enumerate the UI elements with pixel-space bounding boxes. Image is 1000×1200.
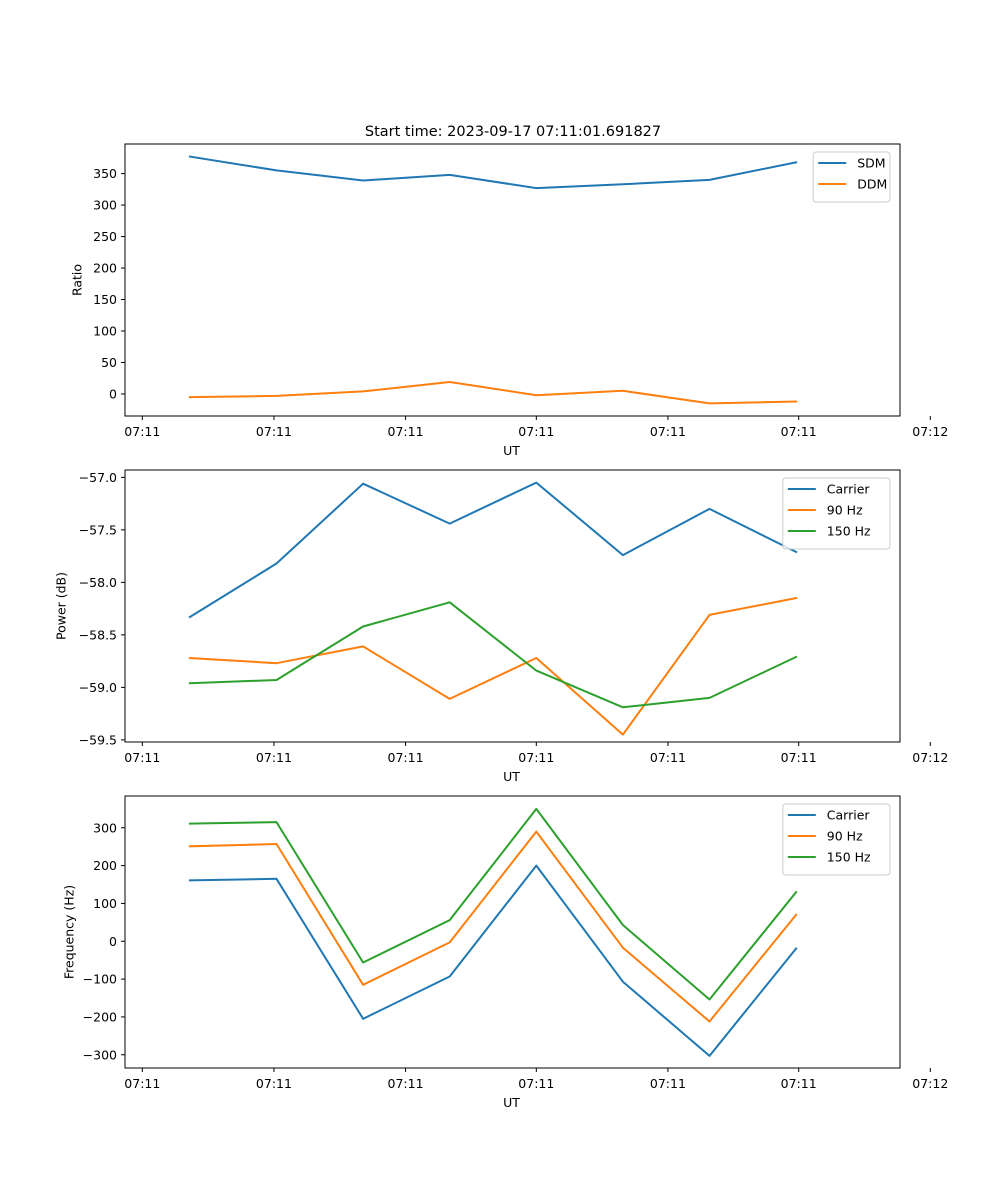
frequency-series-line-carrier xyxy=(188,864,798,1057)
ratio-axes-frame xyxy=(124,143,901,417)
power-y-tick-label: −58.0 xyxy=(79,575,117,590)
frequency-x-tick-label: 07:12 xyxy=(912,1076,948,1091)
power-y-tick-label: −59.0 xyxy=(79,680,117,695)
power-y-tick-label: −58.5 xyxy=(79,627,117,642)
ratio-x-tick-label: 07:12 xyxy=(912,424,948,439)
ratio-legend-frame xyxy=(812,151,891,203)
power-series-line-carrier xyxy=(188,481,798,619)
chart-frequency: 07:11 07:11 07:11 07:11 07:11 07:11 07:12 300 20… xyxy=(61,795,948,1110)
ratio-series-group xyxy=(188,155,798,405)
frequency-axes-frame xyxy=(124,795,901,1069)
frequency-y-tick-label: −100 xyxy=(83,972,117,987)
power-x-tick-label: 07:11 xyxy=(781,750,817,765)
ratio-legend-label: DDM xyxy=(857,177,887,192)
power-series-group xyxy=(188,481,798,736)
power-series-line-150-hz xyxy=(188,601,798,709)
frequency-legend-label: 90 Hz xyxy=(827,829,863,844)
frequency-y-tick-label: 300 xyxy=(93,820,117,835)
frequency-legend-label: Carrier xyxy=(827,808,871,823)
frequency-x-tick-label: 07:11 xyxy=(388,1076,424,1091)
power-legend-label: 90 Hz xyxy=(827,503,863,518)
ratio-legend-label: SDM xyxy=(857,156,885,171)
ratio-series-line-ddm xyxy=(188,381,798,405)
ratio-x-tick-label: 07:11 xyxy=(256,424,292,439)
frequency-y-tick-label: 100 xyxy=(93,896,117,911)
ratio-y-tick-label: 200 xyxy=(93,261,117,276)
chart-power: 07:11 07:11 07:11 07:11 07:11 07:11 07:12 −57.0… xyxy=(54,469,948,784)
power-x-tick-label: 07:11 xyxy=(650,750,686,765)
figure-title: Start time: 2023-09-17 07:11:01.691827 xyxy=(365,124,661,140)
ratio-series-line-sdm xyxy=(188,155,798,190)
ratio-x-tick-label: 07:11 xyxy=(124,424,160,439)
power-y-axis-label: Power (dB) xyxy=(54,572,69,640)
power-x-tick-label: 07:11 xyxy=(518,750,554,765)
power-y-tick-label: −57.5 xyxy=(79,522,117,537)
frequency-y-tick-label: −200 xyxy=(83,1009,117,1024)
frequency-y-axis-label: Frequency (Hz) xyxy=(61,885,76,979)
frequency-x-tick-label: 07:11 xyxy=(518,1076,554,1091)
power-y-tick-label: −59.5 xyxy=(79,732,117,747)
power-legend-label: 150 Hz xyxy=(827,524,871,539)
ratio-x-tick-label: 07:11 xyxy=(650,424,686,439)
frequency-series-group xyxy=(188,807,798,1057)
ratio-x-tick-label: 07:11 xyxy=(518,424,554,439)
frequency-x-tick-label: 07:11 xyxy=(256,1076,292,1091)
power-x-tick-label: 07:11 xyxy=(388,750,424,765)
power-x-axis-label: UT xyxy=(503,769,520,784)
ratio-y-tick-label: 100 xyxy=(93,324,117,339)
chart-ratio: 07:11 07:11 07:11 07:11 07:11 07:11 07:12 0 50 10… xyxy=(69,143,948,458)
power-x-tick-label: 07:11 xyxy=(124,750,160,765)
frequency-series-line-150-hz xyxy=(188,807,798,1001)
ratio-x-tick-label: 07:11 xyxy=(781,424,817,439)
frequency-x-tick-label: 07:11 xyxy=(124,1076,160,1091)
ratio-y-tick-label: 350 xyxy=(93,166,117,181)
power-x-tick-label: 07:11 xyxy=(256,750,292,765)
power-axes-frame xyxy=(124,469,901,743)
ratio-y-tick-label: 250 xyxy=(93,229,117,244)
panels: 07:11 07:11 07:11 07:11 07:11 07:11 07:12 0 50 10… xyxy=(54,143,948,1110)
ratio-x-axis-label: UT xyxy=(503,443,520,458)
power-legend-label: Carrier xyxy=(827,482,871,497)
frequency-legend: Carrier 90 Hz 150 Hz xyxy=(782,803,891,876)
power-legend: Carrier 90 Hz 150 Hz xyxy=(782,477,891,550)
power-x-tick-label: 07:12 xyxy=(912,750,948,765)
ratio-y-tick-label: 300 xyxy=(93,198,117,213)
frequency-series-line-90-hz xyxy=(188,830,798,1023)
ratio-y-tick-label: 150 xyxy=(93,292,117,307)
ratio-y-axis-label: Ratio xyxy=(69,264,84,296)
frequency-x-tick-label: 07:11 xyxy=(650,1076,686,1091)
frequency-y-tick-label: 200 xyxy=(93,858,117,873)
ratio-y-tick-label: 0 xyxy=(109,386,117,401)
ratio-x-tick-label: 07:11 xyxy=(388,424,424,439)
ratio-legend: SDM DDM xyxy=(812,151,891,203)
frequency-y-tick-label: −300 xyxy=(83,1047,117,1062)
frequency-x-axis-label: UT xyxy=(503,1095,520,1110)
frequency-legend-label: 150 Hz xyxy=(827,850,871,865)
power-y-tick-label: −57.0 xyxy=(79,470,117,485)
frequency-x-tick-label: 07:11 xyxy=(781,1076,817,1091)
frequency-y-tick-label: 0 xyxy=(109,934,117,949)
power-series-line-90-hz xyxy=(188,596,798,736)
ratio-y-tick-label: 50 xyxy=(101,355,117,370)
